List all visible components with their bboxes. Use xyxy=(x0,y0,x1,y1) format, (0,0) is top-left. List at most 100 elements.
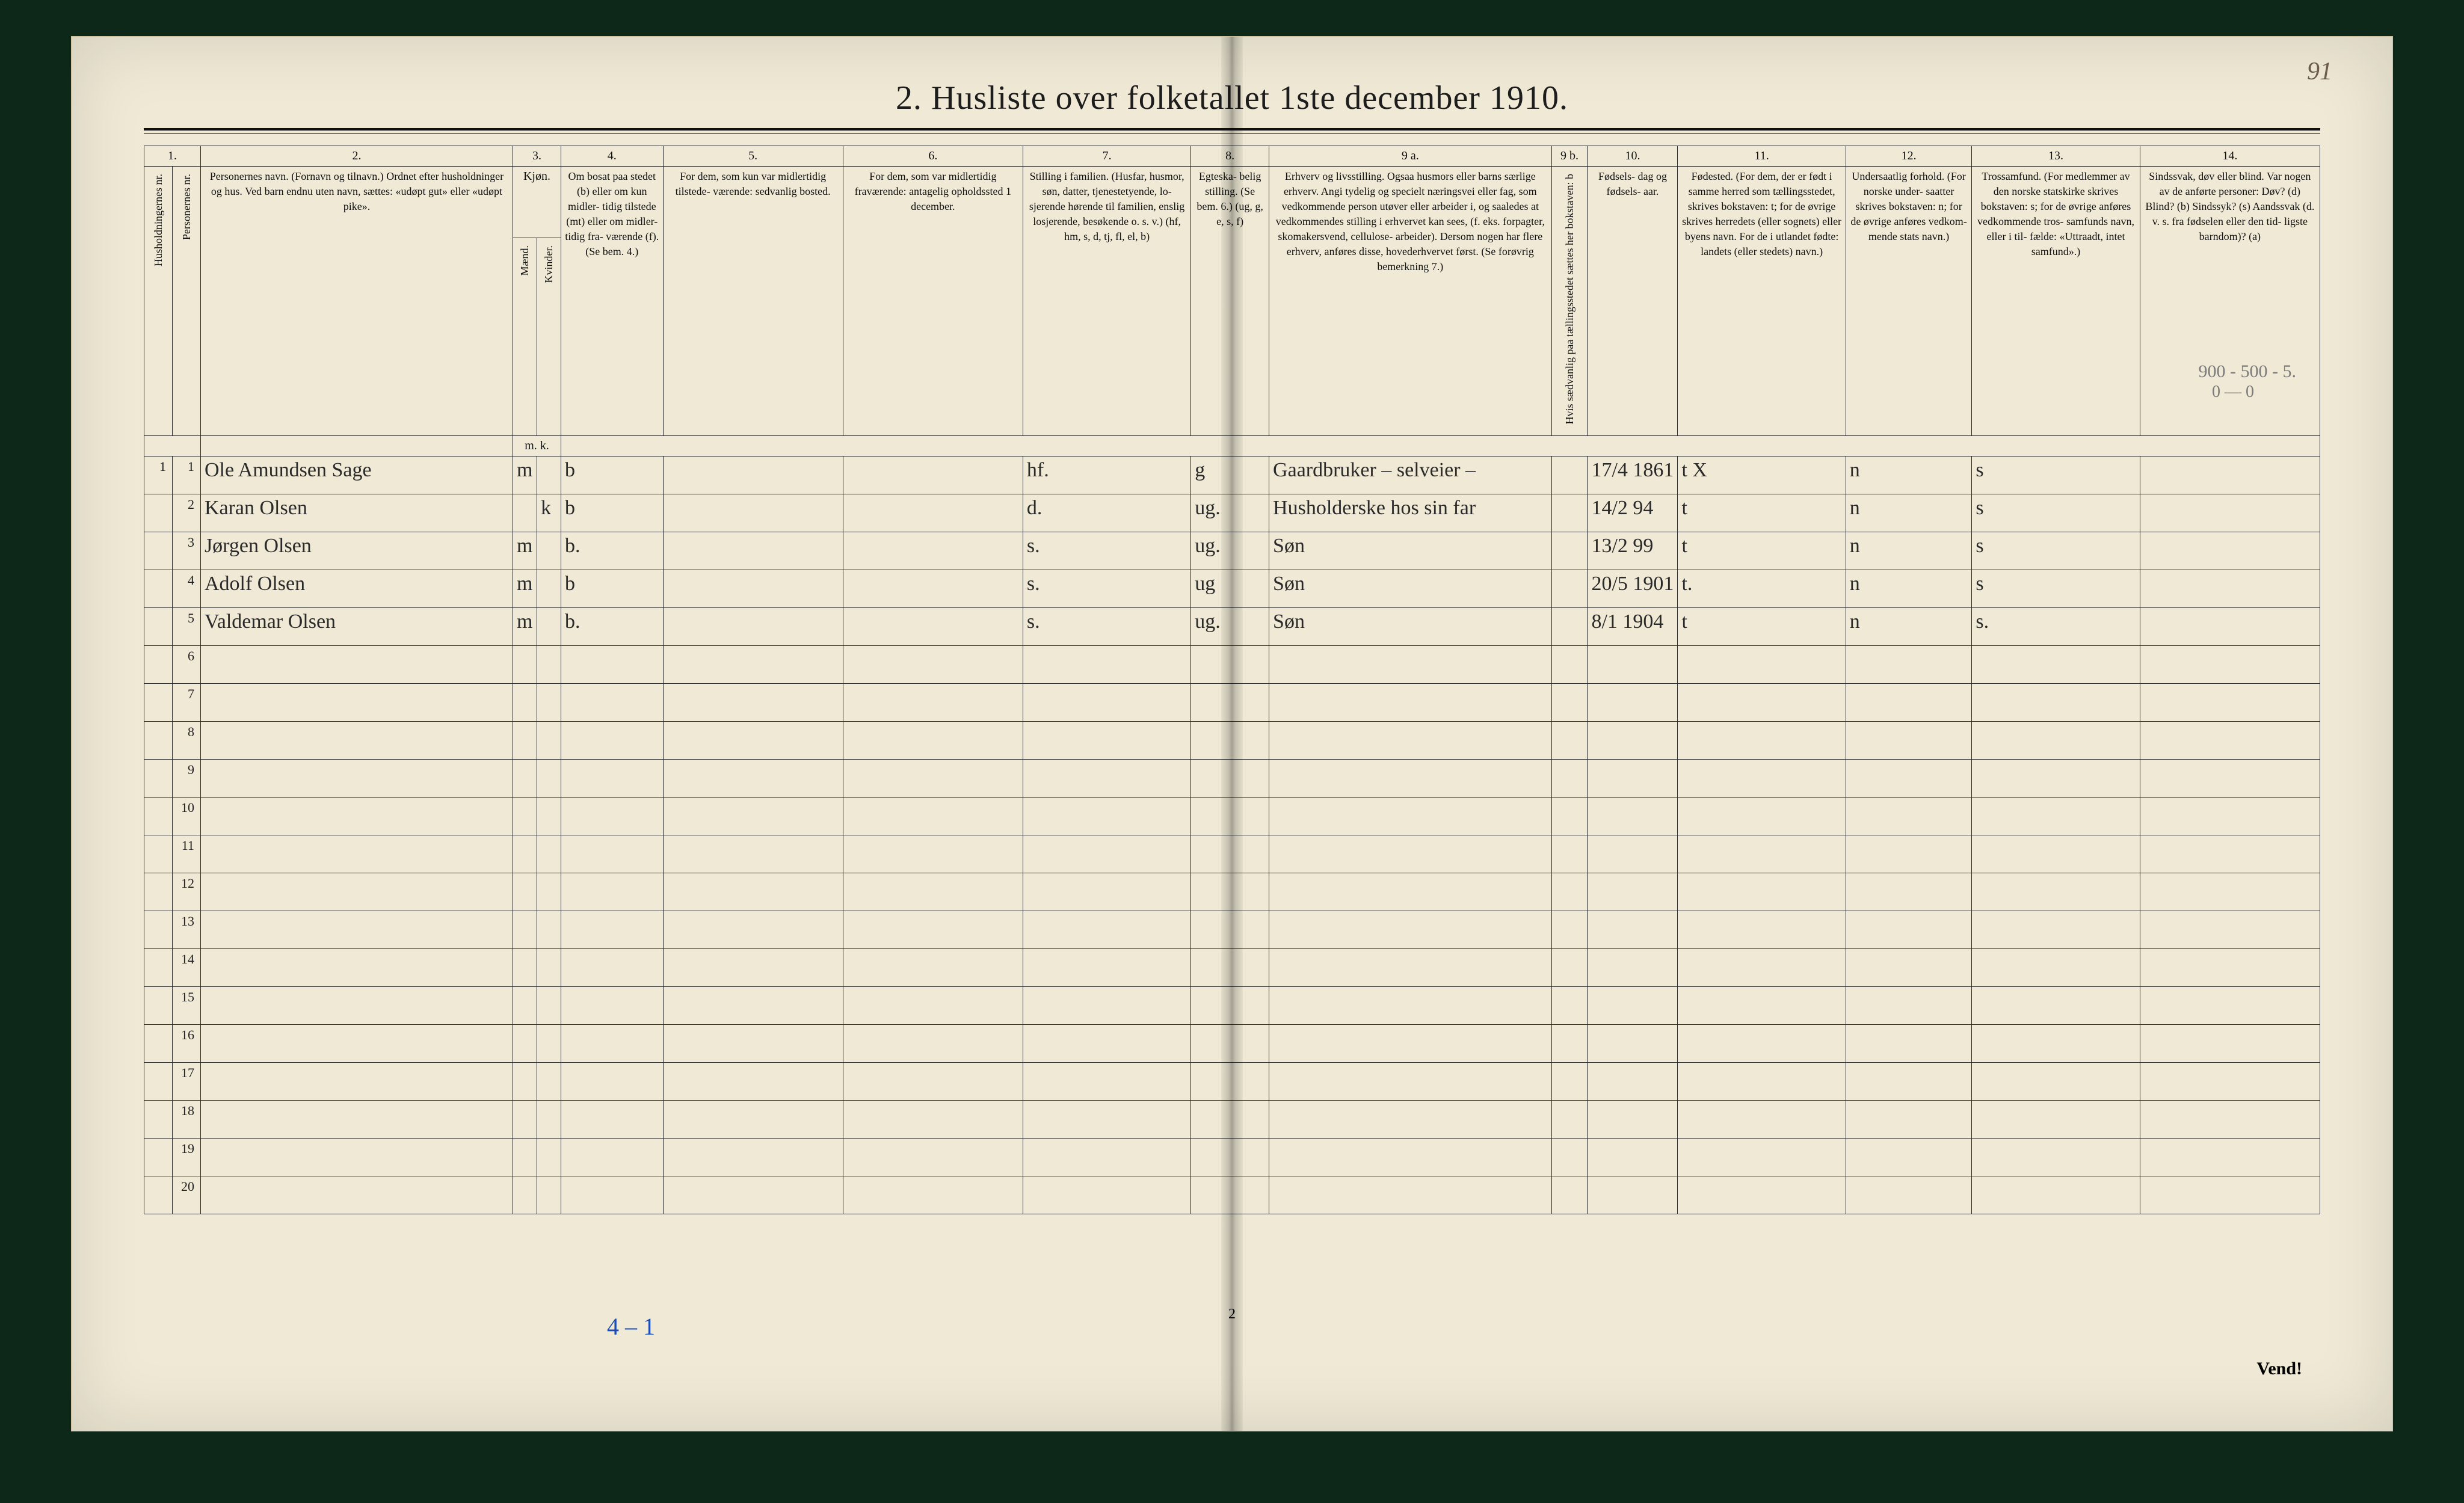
cell-occupation xyxy=(1269,684,1552,722)
vend-label: Vend! xyxy=(2256,1359,2302,1379)
cell-faith xyxy=(1972,722,2140,760)
cell-household-no xyxy=(144,798,173,835)
hdr-mk-label: m. k. xyxy=(513,436,561,456)
cell-col6 xyxy=(843,1063,1023,1101)
cell-sex-m xyxy=(513,494,537,532)
cell-faith xyxy=(1972,684,2140,722)
cell-household-no xyxy=(144,570,173,608)
cell-family-pos xyxy=(1023,949,1190,987)
cell-birth: 13/2 99 xyxy=(1588,532,1678,570)
cell-person-no: 17 xyxy=(172,1063,200,1101)
colnum-10: 10. xyxy=(1588,146,1678,167)
cell-faith xyxy=(1972,987,2140,1025)
cell-col9b xyxy=(1551,532,1588,570)
cell-family-pos xyxy=(1023,760,1190,798)
cell-col6 xyxy=(843,684,1023,722)
cell-sex-m xyxy=(513,873,537,911)
cell-nationality xyxy=(1846,722,1972,760)
cell-birthplace: t X xyxy=(1678,456,1846,494)
cell-household-no xyxy=(144,608,173,646)
cell-col6 xyxy=(843,646,1023,684)
cell-faith: s xyxy=(1972,456,2140,494)
cell-sex-k xyxy=(537,646,561,684)
cell-birthplace xyxy=(1678,722,1846,760)
cell-faith xyxy=(1972,873,2140,911)
cell-occupation xyxy=(1269,646,1552,684)
cell-residence xyxy=(561,911,663,949)
footer-page-number: 2 xyxy=(1228,1306,1236,1323)
cell-name xyxy=(200,760,513,798)
table-row: 4Adolf Olsenmbs.ugSøn20/5 1901t.ns xyxy=(144,570,2320,608)
colnum-2: 2. xyxy=(200,146,513,167)
cell-marital xyxy=(1191,835,1269,873)
table-row: 3Jørgen Olsenmb.s.ug.Søn13/2 99tns xyxy=(144,532,2320,570)
cell-faith: s xyxy=(1972,494,2140,532)
cell-birthplace xyxy=(1678,1176,1846,1214)
cell-col6 xyxy=(843,798,1023,835)
cell-family-pos xyxy=(1023,1101,1190,1139)
handwritten-page-number: 91 xyxy=(2307,57,2332,86)
cell-household-no xyxy=(144,911,173,949)
cell-occupation: Søn xyxy=(1269,608,1552,646)
cell-nationality: n xyxy=(1846,532,1972,570)
cell-sex-m xyxy=(513,798,537,835)
hdr-col5: For dem, som kun var midlertidig tilsted… xyxy=(663,167,843,436)
cell-col9b xyxy=(1551,798,1588,835)
cell-col14 xyxy=(2140,835,2320,873)
cell-occupation xyxy=(1269,873,1552,911)
cell-col14 xyxy=(2140,949,2320,987)
hdr-household-no: Husholdningernes nr. xyxy=(144,167,173,436)
cell-occupation xyxy=(1269,1025,1552,1063)
cell-name xyxy=(200,1063,513,1101)
cell-col14 xyxy=(2140,684,2320,722)
table-row: 13 xyxy=(144,911,2320,949)
cell-col5 xyxy=(663,1176,843,1214)
table-row: 16 xyxy=(144,1025,2320,1063)
cell-family-pos xyxy=(1023,722,1190,760)
cell-col9b xyxy=(1551,873,1588,911)
cell-marital: ug. xyxy=(1191,494,1269,532)
cell-col9b xyxy=(1551,646,1588,684)
cell-occupation: Søn xyxy=(1269,532,1552,570)
cell-marital xyxy=(1191,760,1269,798)
cell-name xyxy=(200,835,513,873)
cell-household-no xyxy=(144,987,173,1025)
cell-sex-k xyxy=(537,1101,561,1139)
cell-residence: b xyxy=(561,570,663,608)
cell-family-pos: s. xyxy=(1023,608,1190,646)
cell-sex-m: m xyxy=(513,456,537,494)
hdr-marital: Egteska- belig stilling. (Se bem. 6.) (u… xyxy=(1191,167,1269,436)
cell-marital xyxy=(1191,949,1269,987)
scan-frame: 91 2. Husliste over folketallet 1ste dec… xyxy=(0,0,2464,1503)
cell-col9b xyxy=(1551,949,1588,987)
cell-person-no: 12 xyxy=(172,873,200,911)
cell-sex-k xyxy=(537,608,561,646)
cell-col9b xyxy=(1551,684,1588,722)
cell-nationality xyxy=(1846,873,1972,911)
cell-family-pos: s. xyxy=(1023,570,1190,608)
cell-person-no: 1 xyxy=(172,456,200,494)
cell-residence xyxy=(561,1101,663,1139)
cell-household-no: 1 xyxy=(144,456,173,494)
table-row: 9 xyxy=(144,760,2320,798)
cell-person-no: 13 xyxy=(172,911,200,949)
cell-occupation xyxy=(1269,760,1552,798)
cell-household-no xyxy=(144,873,173,911)
cell-sex-k xyxy=(537,532,561,570)
cell-person-no: 7 xyxy=(172,684,200,722)
cell-col6 xyxy=(843,456,1023,494)
cell-household-no xyxy=(144,1063,173,1101)
cell-birth xyxy=(1588,911,1678,949)
cell-birth xyxy=(1588,760,1678,798)
cell-person-no: 4 xyxy=(172,570,200,608)
cell-household-no xyxy=(144,532,173,570)
cell-residence xyxy=(561,949,663,987)
cell-birth xyxy=(1588,1139,1678,1176)
cell-faith: s. xyxy=(1972,608,2140,646)
cell-person-no: 15 xyxy=(172,987,200,1025)
cell-col14 xyxy=(2140,1139,2320,1176)
cell-col14 xyxy=(2140,722,2320,760)
census-table: 1. 2. 3. 4. 5. 6. 7. 8. 9 a. 9 b. 10. 11… xyxy=(144,146,2320,1214)
cell-person-no: 2 xyxy=(172,494,200,532)
table-row: 11 xyxy=(144,835,2320,873)
